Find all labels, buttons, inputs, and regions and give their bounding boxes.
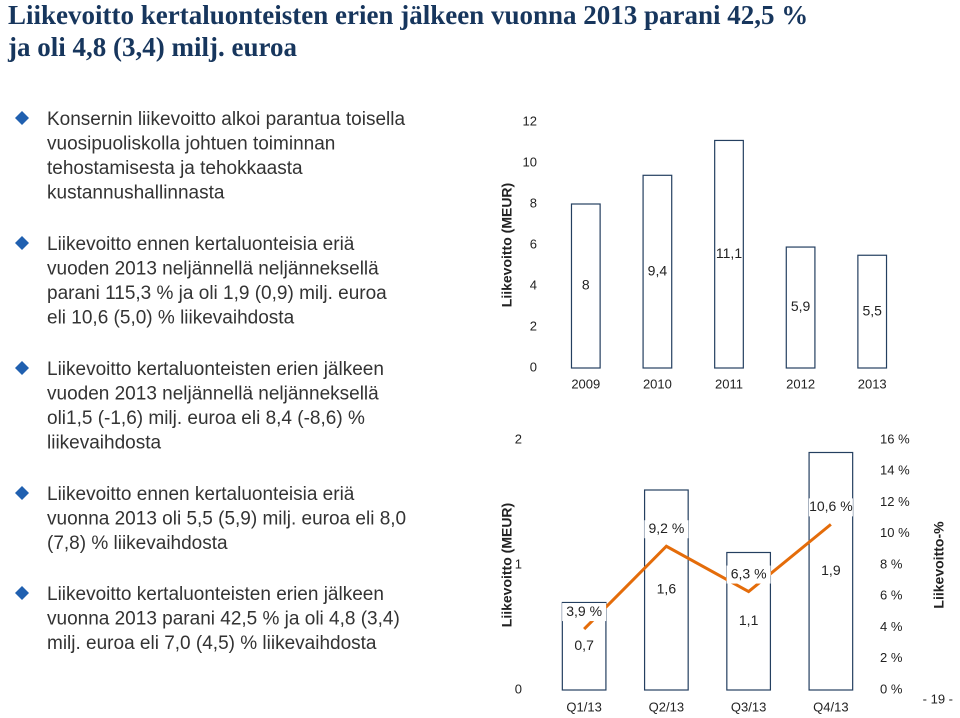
bullet-text: vuoden 2013 neljännellä neljänneksellä — [47, 384, 379, 405]
label-bg — [726, 565, 771, 584]
x-tick-label: Q2/13 — [649, 699, 684, 714]
bar-value-label: 1,9 — [821, 562, 841, 578]
y2-tick-label: 14 % — [880, 463, 910, 478]
bullet-marker — [15, 361, 29, 375]
slide-title: ja oli 4,8 (3,4) milj. euroa — [7, 32, 297, 62]
bullet-marker — [15, 586, 29, 600]
bullet-text: Konsernin liikevoitto alkoi parantua toi… — [47, 109, 405, 130]
bar — [785, 246, 816, 369]
label-bg — [808, 498, 853, 517]
bar-value-label: 8 — [582, 277, 590, 293]
y2-tick-label: 12 % — [880, 494, 910, 509]
y2-tick-label: 8 % — [880, 556, 903, 571]
x-tick-label: 2012 — [786, 376, 815, 391]
bullet-text: tehostamisesta ja tehokkaasta — [47, 158, 303, 179]
label-bg — [644, 520, 689, 539]
bullet-text: liikevaihdosta — [47, 433, 161, 454]
y-tick-label: 12 — [523, 113, 537, 128]
x-tick-label: 2013 — [858, 376, 887, 391]
bullet-marker — [15, 236, 29, 250]
y2-tick-label: 0 % — [880, 681, 903, 696]
y2-tick-label: 10 % — [880, 525, 910, 540]
bullet-text: Liikevoitto kertaluonteisten erien jälke… — [47, 359, 384, 380]
label-bg — [562, 603, 607, 622]
y2-tick-label: 6 % — [880, 588, 903, 603]
line-value-label: 10,6 % — [809, 498, 853, 514]
slide-title: Liikevoitto kertaluonteisten erien jälke… — [8, 0, 808, 30]
x-tick-label: 2011 — [715, 376, 743, 391]
bullet-marker — [15, 111, 29, 125]
bar-value-label: 5,5 — [862, 302, 882, 318]
y2-axis-label: Liikevoitto-% — [931, 521, 947, 609]
y-tick-label: 2 — [530, 318, 537, 333]
bullet-marker — [15, 486, 29, 500]
y-axis-label: Liikevoitto (MEUR) — [499, 183, 515, 307]
x-tick-label: 2009 — [571, 376, 600, 391]
y-tick-label: 0 — [515, 681, 522, 696]
bullet-text: (7,8) % liikevaihdosta — [47, 533, 228, 554]
bullet-text: vuonna 2013 oli 5,5 (5,9) milj. euroa el… — [47, 509, 406, 530]
bullet-text: vuosipuoliskolla johtuen toiminnan — [47, 134, 335, 155]
y-tick-label: 2 — [515, 431, 522, 446]
bullet-text: Liikevoitto ennen kertaluonteisia eriä — [47, 234, 355, 255]
bar-value-label: 5,9 — [791, 298, 811, 314]
bar-value-label: 0,7 — [574, 637, 594, 653]
line-value-label: 3,9 % — [566, 603, 602, 619]
y-tick-label: 0 — [530, 359, 537, 374]
y-tick-label: 4 — [530, 277, 537, 292]
bar — [714, 139, 744, 369]
x-tick-label: Q1/13 — [566, 699, 601, 714]
bullet-text: Liikevoitto ennen kertaluonteisia eriä — [47, 484, 355, 505]
line-value-label: 9,2 % — [648, 520, 684, 536]
bar-value-label: 11,1 — [716, 245, 742, 261]
bullet-text: kustannushallinnasta — [47, 183, 225, 204]
y-tick-label: 1 — [515, 556, 522, 571]
line — [583, 523, 832, 631]
y-tick-label: 10 — [523, 154, 537, 169]
bar — [857, 254, 888, 369]
page-number: - 19 - — [923, 691, 953, 706]
bullet-text: oli1,5 (-1,6) milj. euroa eli 8,4 (-8,6)… — [47, 408, 365, 429]
y-tick-label: 8 — [530, 195, 537, 210]
x-tick-label: Q3/13 — [731, 699, 766, 714]
bullet-text: vuonna 2013 parani 42,5 % ja oli 4,8 (3,… — [47, 609, 400, 630]
y-axis-label: Liikevoitto (MEUR) — [499, 503, 515, 627]
line-value-label: 6,3 % — [731, 565, 767, 581]
bullet-text: eli 10,6 (5,0) % liikevaihdosta — [47, 308, 295, 329]
y2-tick-label: 2 % — [880, 650, 903, 665]
bar-value-label: 1,1 — [739, 612, 759, 628]
bullet-text: parani 115,3 % ja oli 1,9 (0,9) milj. eu… — [47, 283, 387, 304]
bullet-text: milj. euroa eli 7,0 (4,5) % liikevaihdos… — [47, 633, 377, 654]
bullet-text: Liikevoitto kertaluonteisten erien jälke… — [47, 584, 384, 605]
y2-tick-label: 16 % — [880, 431, 910, 446]
bar — [570, 203, 601, 369]
x-tick-label: Q4/13 — [813, 699, 848, 714]
bar-value-label: 9,4 — [648, 262, 668, 278]
bullet-text: vuoden 2013 neljännellä neljänneksellä — [47, 259, 379, 280]
y-tick-label: 6 — [530, 236, 537, 251]
y2-tick-label: 4 % — [880, 619, 903, 634]
bar — [808, 451, 854, 691]
bar-value-label: 1,6 — [657, 581, 677, 597]
x-tick-label: 2010 — [643, 376, 672, 391]
bar — [642, 174, 673, 369]
